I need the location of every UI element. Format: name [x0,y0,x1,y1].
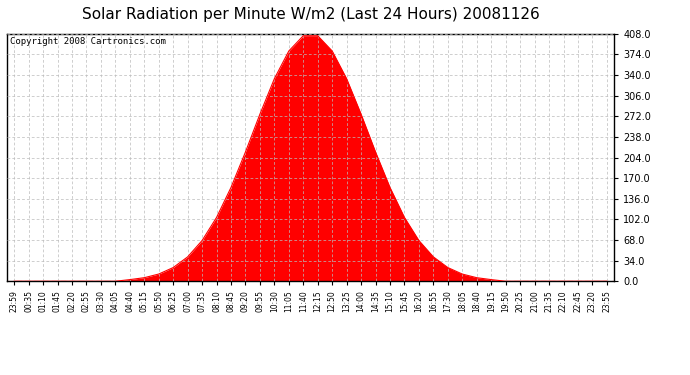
Text: Solar Radiation per Minute W/m2 (Last 24 Hours) 20081126: Solar Radiation per Minute W/m2 (Last 24… [81,8,540,22]
Text: Copyright 2008 Cartronics.com: Copyright 2008 Cartronics.com [10,38,166,46]
